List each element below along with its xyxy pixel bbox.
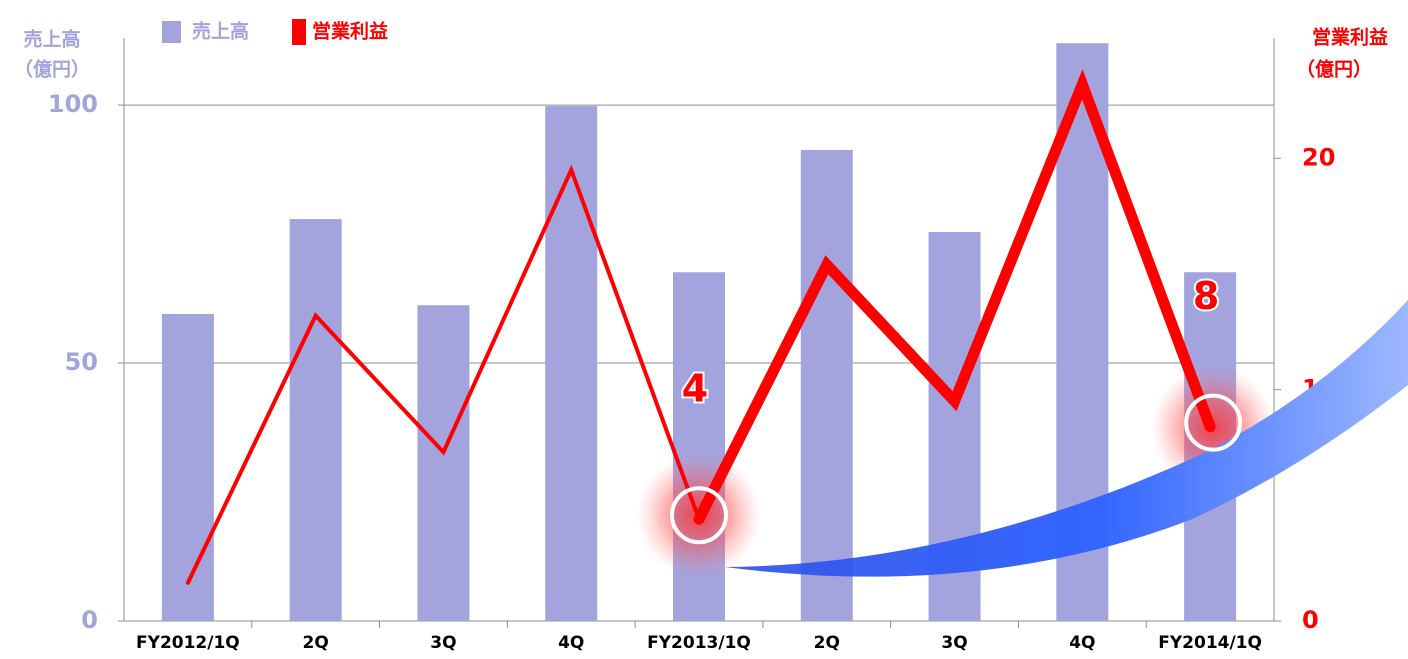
y-axis-title: 売上高 <box>23 28 80 51</box>
growth-arrow <box>725 300 1408 577</box>
x-tick-label: 2Q <box>814 633 840 653</box>
chart-over: 48 <box>185 69 1243 585</box>
y-tick-label: 100 <box>48 90 98 118</box>
y2-tick-label: 0 <box>1302 606 1319 634</box>
legend-label: 売上高 <box>192 20 249 43</box>
x-tick-label: FY2013/1Q <box>647 633 751 653</box>
y-tick-label: 50 <box>65 348 98 376</box>
bar <box>289 219 342 621</box>
x-tick-label: FY2014/1Q <box>1158 633 1262 653</box>
legend-swatch <box>292 19 306 45</box>
bar <box>161 314 214 621</box>
y-tick-label: 0 <box>81 606 98 634</box>
bar <box>417 305 470 621</box>
line <box>693 69 1216 525</box>
y2-axis-unit: （億円） <box>1296 58 1372 81</box>
line <box>185 164 701 585</box>
y2-tick-label: 20 <box>1302 143 1335 171</box>
legend-swatch <box>162 21 181 43</box>
x-tick-label: 3Q <box>430 633 456 653</box>
highlight-ring <box>1184 393 1243 452</box>
x-tick-label: FY2012/1Q <box>136 633 240 653</box>
x-tick-label: 3Q <box>941 633 967 653</box>
bar <box>545 106 598 621</box>
bar <box>800 149 853 621</box>
legend-label: 営業利益 <box>312 20 388 43</box>
y2-axis-title: 営業利益 <box>1312 26 1388 49</box>
data-label: 8 <box>1193 274 1219 318</box>
highlight-ring <box>670 486 728 545</box>
data-label: 4 <box>682 367 708 411</box>
y-axis-unit: （億円） <box>14 58 90 81</box>
x-tick-label: 2Q <box>303 633 329 653</box>
x-tick-label: 4Q <box>1069 633 1095 653</box>
x-tick-label: 4Q <box>558 633 584 653</box>
